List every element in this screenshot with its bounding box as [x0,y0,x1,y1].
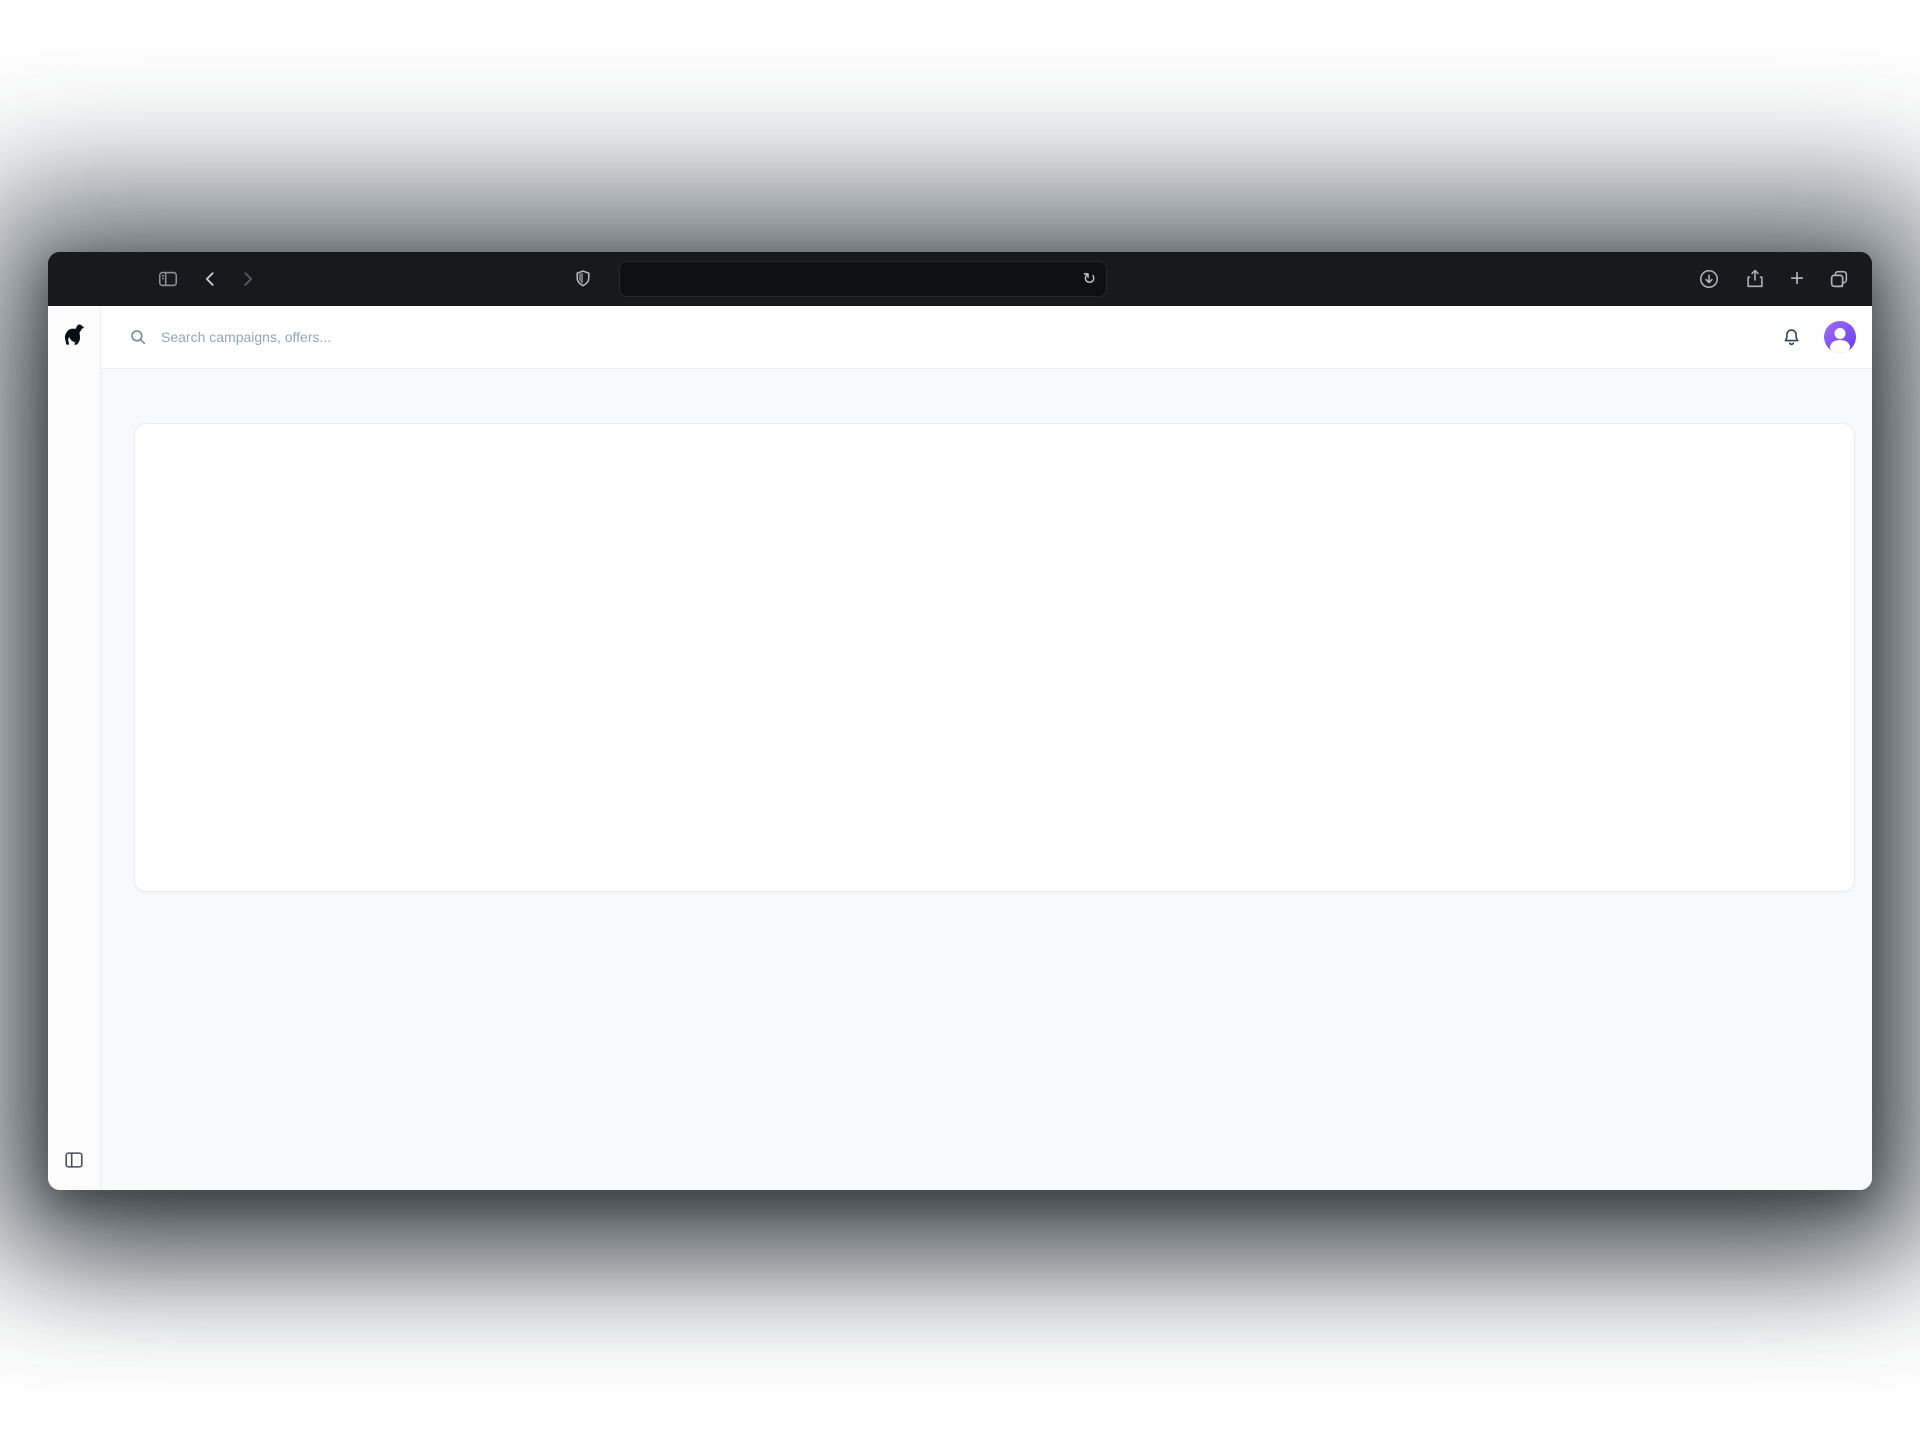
maximize-window-button[interactable] [116,273,129,286]
close-window-button[interactable] [72,273,85,286]
app-sidebar [48,306,101,1190]
minimize-window-button[interactable] [94,273,107,286]
search-input[interactable] [159,328,583,346]
browser-window: ↻ + [48,252,1872,1190]
sidebar-toggle-icon[interactable] [157,268,179,290]
main-area [101,369,1872,1190]
app-header [101,306,1872,369]
reload-icon[interactable]: ↻ [1082,271,1096,288]
avatar[interactable] [1824,321,1856,353]
dog-logo[interactable] [61,319,87,349]
back-icon[interactable] [201,269,221,289]
share-icon[interactable] [1744,268,1766,290]
tab-overview-icon[interactable] [1828,268,1850,290]
search-bar[interactable] [129,328,1781,346]
new-tab-icon[interactable]: + [1789,265,1804,292]
app-content [48,306,1872,1190]
browser-titlebar: ↻ + [48,252,1872,306]
url-bar[interactable]: ↻ [619,261,1107,297]
panel-collapse-icon[interactable] [63,1149,85,1176]
downloads-icon[interactable] [1698,268,1720,290]
chart-card [134,423,1855,892]
forward-icon[interactable] [237,269,257,289]
shield-icon[interactable] [573,269,593,289]
bell-icon[interactable] [1781,327,1802,348]
traffic-lights [72,273,129,286]
search-icon [129,328,147,346]
